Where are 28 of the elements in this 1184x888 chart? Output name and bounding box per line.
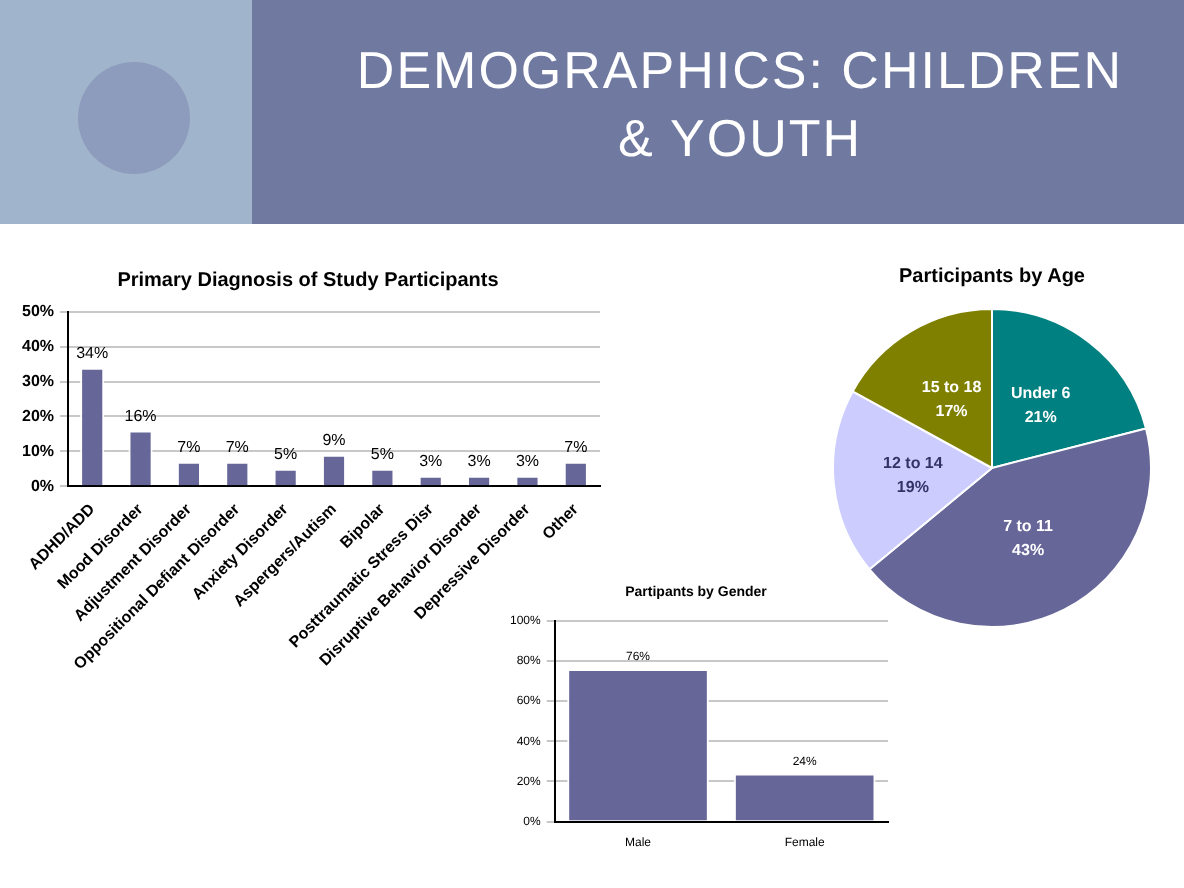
data-label: 5% xyxy=(370,445,394,464)
text: DEMOGRAPHICS: CHILDREN & YOUTH xyxy=(354,38,1126,172)
data-label: 19% xyxy=(896,477,929,496)
slice-label: Under 6 xyxy=(1010,383,1072,402)
data-label: 3% xyxy=(515,452,540,471)
slice-label: 12 to 14 xyxy=(883,453,944,472)
data-label: 5% xyxy=(274,445,298,464)
data-label: 21% xyxy=(1024,407,1057,426)
data-label: 7% xyxy=(564,438,588,457)
slice-label: 15 to 18 xyxy=(921,377,983,396)
chart-title: Participants by Age xyxy=(899,265,1086,288)
data-label: 34% xyxy=(76,344,109,363)
y-tick-label: 50% xyxy=(21,302,55,321)
chart-title: Primary Diagnosis of Study Participants xyxy=(117,269,500,292)
slice-label: 7 to 11 xyxy=(1003,517,1055,536)
data-label: 9% xyxy=(322,431,346,450)
y-tick-label: 40% xyxy=(21,337,55,356)
data-label: 3% xyxy=(467,452,491,471)
data-label: 7% xyxy=(225,438,249,457)
y-tick-label: 0% xyxy=(30,476,55,495)
data-label: 16% xyxy=(124,406,157,425)
data-label: 43% xyxy=(1012,541,1045,560)
y-tick-label: 20% xyxy=(21,406,55,425)
data-label: 3% xyxy=(419,452,443,471)
y-tick-label: 30% xyxy=(21,372,55,391)
y-tick-label: 10% xyxy=(21,441,55,460)
data-label: 17% xyxy=(935,401,968,420)
data-label: 7% xyxy=(177,438,201,457)
